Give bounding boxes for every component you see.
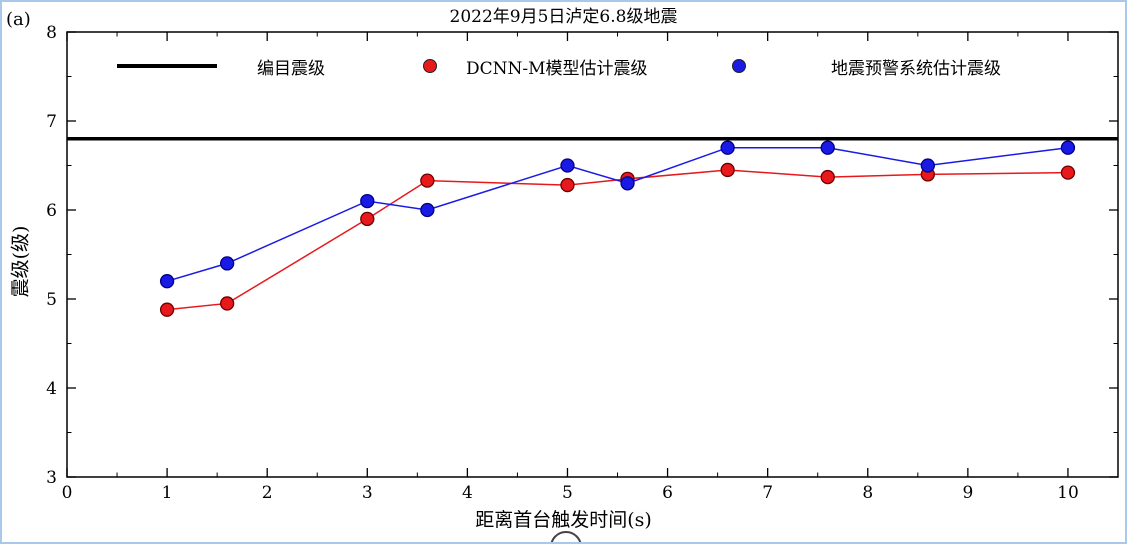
- svg-text:4: 4: [46, 379, 57, 399]
- svg-text:6: 6: [662, 483, 673, 503]
- svg-text:4: 4: [462, 483, 473, 503]
- svg-text:10: 10: [1057, 483, 1079, 503]
- svg-text:3: 3: [362, 483, 373, 503]
- svg-text:6: 6: [46, 201, 57, 221]
- x-axis-label: 距离首台触发时间(s): [475, 509, 652, 531]
- svg-text:7: 7: [762, 483, 773, 503]
- y-axis-label: 震级(级): [9, 225, 32, 298]
- svg-text:0: 0: [62, 483, 73, 503]
- svg-text:9: 9: [962, 483, 973, 503]
- chart-title: 2022年9月5日泸定6.8级地震: [449, 7, 678, 27]
- svg-text:2: 2: [262, 483, 273, 503]
- svg-text:5: 5: [562, 483, 573, 503]
- panel-label: (a): [6, 9, 31, 30]
- svg-text:8: 8: [862, 483, 873, 503]
- svg-text:8: 8: [46, 23, 57, 43]
- svg-text:5: 5: [46, 290, 57, 310]
- svg-text:1: 1: [162, 483, 173, 503]
- svg-text:7: 7: [46, 112, 57, 132]
- svg-text:3: 3: [46, 468, 57, 488]
